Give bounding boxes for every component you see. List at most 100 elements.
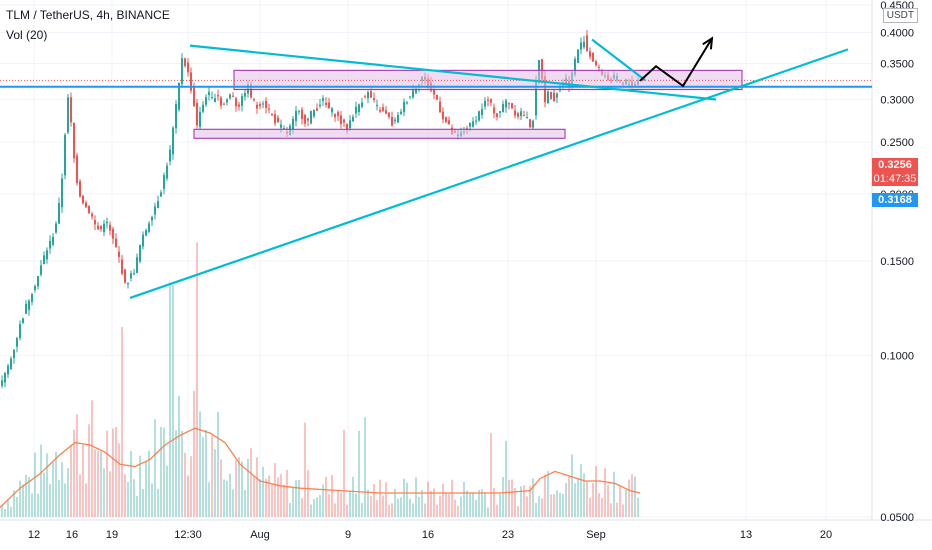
volume-bar xyxy=(544,474,546,517)
volume-bar xyxy=(538,496,540,517)
volume-bar xyxy=(292,487,294,517)
candle-body xyxy=(229,94,231,99)
volume-bar xyxy=(370,496,372,517)
candle-body xyxy=(181,58,183,84)
price-axis-label: 0.2500 xyxy=(880,137,914,149)
volume-bar xyxy=(340,492,342,517)
volume-bar xyxy=(280,474,282,517)
volume-bar xyxy=(85,483,87,517)
candle-body xyxy=(124,269,126,283)
volume-bar xyxy=(577,478,579,517)
volume-bar xyxy=(493,488,495,517)
time-axis-label: 23 xyxy=(502,529,514,541)
volume-bar xyxy=(325,476,327,517)
volume-bar xyxy=(61,462,63,517)
time-axis-label: 13 xyxy=(740,529,752,541)
candle-body xyxy=(277,117,279,123)
candle-body xyxy=(292,118,294,130)
volume-bar xyxy=(505,440,507,517)
candle-body xyxy=(556,93,558,98)
candle-body xyxy=(115,238,117,248)
volume-bar xyxy=(19,480,21,517)
volume-bar xyxy=(10,506,12,517)
candle-body xyxy=(100,226,102,229)
volume-bar xyxy=(130,451,132,517)
volume-bar xyxy=(409,498,411,517)
volume-bar xyxy=(70,444,72,517)
volume-bar xyxy=(448,493,450,517)
volume-bar xyxy=(28,477,30,517)
volume-bar xyxy=(535,502,537,517)
volume-bar xyxy=(613,471,615,517)
candle-body xyxy=(517,113,519,117)
candle-body xyxy=(358,104,360,113)
volume-bar xyxy=(319,495,321,517)
currency-badge[interactable]: USDT xyxy=(882,8,918,23)
volume-bar xyxy=(67,468,69,517)
volume-bar xyxy=(472,492,474,517)
time-axis-label: 9 xyxy=(345,529,351,541)
volume-bar xyxy=(394,489,396,517)
volume-bar xyxy=(481,489,483,517)
candle-body xyxy=(43,255,45,265)
candle-body xyxy=(496,113,498,117)
volume-bar xyxy=(307,470,309,517)
candle-body xyxy=(160,192,162,197)
candle-body xyxy=(274,114,276,124)
candle-body xyxy=(133,273,135,275)
volume-bar xyxy=(463,481,465,517)
candle-body xyxy=(388,112,390,117)
volume-bar xyxy=(490,433,492,517)
volume-bar xyxy=(523,485,525,517)
volume-bar xyxy=(40,444,42,517)
volume-bar xyxy=(115,427,117,517)
volume-bar xyxy=(55,451,57,517)
volume-bar xyxy=(568,475,570,517)
volume-bar xyxy=(100,451,102,517)
volume-bar xyxy=(22,484,24,517)
candle-body xyxy=(403,101,405,113)
volume-bar xyxy=(412,503,414,517)
volume-bar xyxy=(34,452,36,517)
volume-bar xyxy=(262,466,264,517)
candle-body xyxy=(262,103,264,105)
volume-bar xyxy=(421,490,423,517)
candle-body xyxy=(271,113,273,115)
volume-bar xyxy=(148,450,150,517)
volume-bar xyxy=(571,454,573,517)
volume-bar xyxy=(322,484,324,517)
volume-bar xyxy=(202,437,204,517)
candle-body xyxy=(214,98,216,103)
candle-body xyxy=(94,220,96,225)
volume-bar xyxy=(274,463,276,517)
volume-bar xyxy=(298,479,300,517)
volume-bar xyxy=(259,479,261,517)
candle-body xyxy=(136,257,138,274)
volume-bar xyxy=(475,499,477,517)
volume-bar xyxy=(595,466,597,517)
candle-body xyxy=(169,149,171,162)
wedge-trendline xyxy=(591,38,646,81)
volume-bar xyxy=(559,492,561,517)
horizontal-line-price-tag: 0.3168 xyxy=(872,193,918,207)
candle-body xyxy=(415,88,417,94)
candle-body xyxy=(238,104,240,107)
price-axis-label: 0.4000 xyxy=(880,27,914,39)
volume-bar xyxy=(397,498,399,517)
volume-bar xyxy=(379,479,381,517)
volume-bar xyxy=(451,479,453,517)
candle-body xyxy=(379,109,381,112)
time-axis-label: 12:30 xyxy=(174,529,202,541)
volume-bar xyxy=(244,489,246,517)
volume-bar xyxy=(304,422,306,517)
candle-body xyxy=(400,111,402,115)
candle-body xyxy=(310,111,312,124)
volume-bar xyxy=(253,476,255,517)
volume-bar xyxy=(580,464,582,517)
price-axis-label: 0.1500 xyxy=(880,256,914,268)
candle-body xyxy=(4,372,6,383)
volume-bar xyxy=(355,493,357,517)
candle-body xyxy=(109,224,111,231)
volume-bar xyxy=(151,483,153,517)
